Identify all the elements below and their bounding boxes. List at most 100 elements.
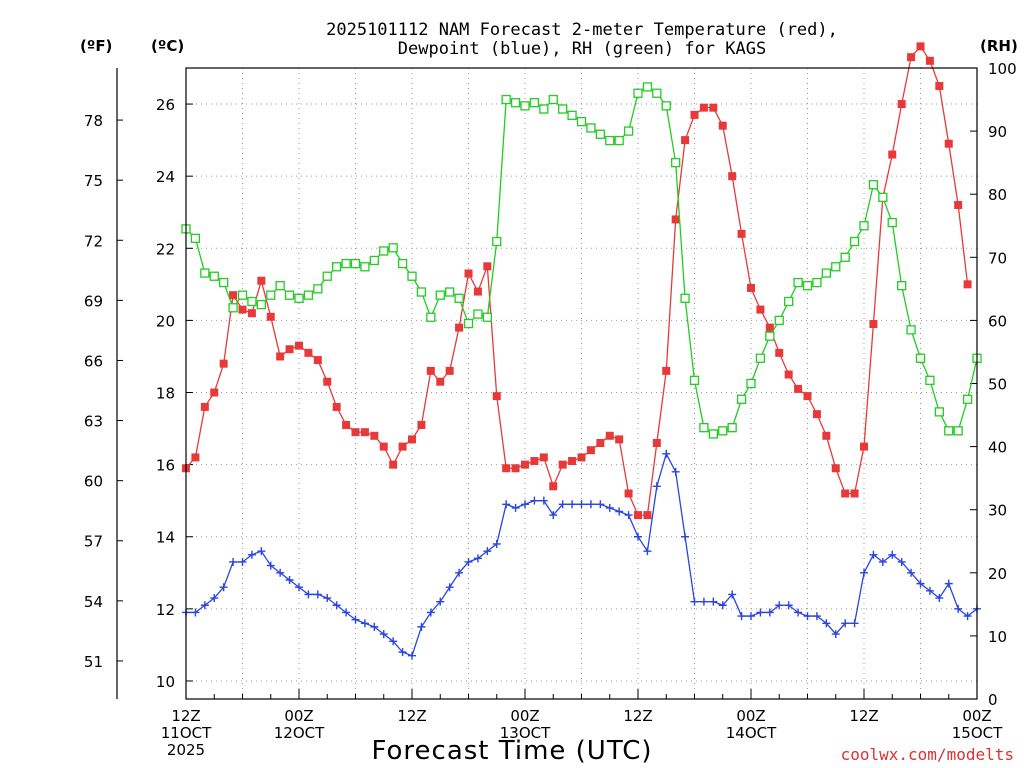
- rh-tick-label: 10: [988, 628, 1007, 646]
- dewpoint-point: [389, 637, 398, 646]
- rh-point: [784, 296, 794, 307]
- temperature-point: [794, 384, 803, 393]
- temperature-point: [492, 392, 501, 401]
- rh-point: [925, 375, 935, 385]
- dewpoint-point: [944, 579, 953, 588]
- rh-point: [576, 116, 587, 127]
- rh-unit-label: (RH): [980, 37, 1018, 55]
- celsius-unit-label: (ºC): [151, 37, 184, 55]
- rh-point: [463, 318, 474, 329]
- rh-tick-label: 50: [988, 376, 1007, 394]
- temperature-point: [379, 442, 388, 451]
- chart-title-line1: 2025101112 NAM Forecast 2-meter Temperat…: [326, 20, 838, 40]
- temperature-point: [860, 442, 868, 451]
- temperature-point: [841, 489, 850, 498]
- temperature-point: [916, 42, 925, 51]
- rh-point: [426, 312, 436, 322]
- dewpoint-point: [549, 511, 558, 520]
- rh-point: [887, 217, 897, 228]
- dewpoint-point: [483, 547, 492, 556]
- dewpoint-point: [247, 550, 256, 559]
- temperature-point: [888, 150, 897, 159]
- dewpoint-point: [963, 612, 972, 621]
- dewpoint-point: [342, 608, 351, 617]
- rh-point: [897, 281, 907, 291]
- temperature-point: [360, 428, 369, 437]
- dewpoint-point: [775, 601, 784, 610]
- dewpoint-point: [671, 467, 680, 476]
- rh-tick-label: 60: [988, 312, 1007, 330]
- dewpoint-point: [634, 532, 642, 541]
- dewpoint-point: [266, 561, 275, 570]
- rh-point: [548, 94, 558, 105]
- dewpoint-point: [822, 619, 831, 628]
- temperature-point: [247, 309, 256, 318]
- temperature-point: [332, 402, 341, 411]
- dewpoint-point: [728, 590, 737, 599]
- rh-point: [642, 82, 653, 92]
- temperature-point: [455, 323, 464, 332]
- dewpoint-point: [888, 550, 897, 559]
- dewpoint-point: [257, 547, 266, 556]
- temperature-point: [521, 460, 529, 469]
- temperature-point: [907, 53, 916, 62]
- dewpoint-point: [455, 568, 464, 577]
- temperature-point: [210, 388, 219, 397]
- rh-point: [341, 258, 351, 269]
- temperature-point: [351, 428, 360, 437]
- temperature-point: [229, 291, 238, 300]
- rh-point: [313, 284, 323, 294]
- x-tick-label: 12Z: [171, 707, 200, 725]
- fahrenheit-tick-label: 54: [84, 593, 103, 611]
- dewpoint-point: [935, 594, 944, 603]
- dewpoint-point: [511, 503, 520, 512]
- dewpoint-point: [718, 601, 727, 610]
- rh-point: [962, 394, 973, 404]
- x-tick-label: 14OCT: [726, 724, 777, 742]
- celsius-tick-label: 18: [156, 385, 175, 403]
- rh-point: [727, 423, 737, 433]
- temperature-point: [935, 82, 944, 91]
- rh-point: [454, 293, 464, 303]
- celsius-tick-label: 24: [156, 168, 175, 186]
- temperature-point: [200, 402, 209, 411]
- temperature-point: [728, 172, 737, 181]
- dewpoint-point: [615, 507, 624, 516]
- temperature-point: [624, 489, 633, 498]
- dewpoint-point: [530, 496, 539, 505]
- dewpoint-point: [954, 604, 963, 613]
- dewpoint-point: [445, 583, 454, 592]
- grid-lines: [186, 68, 977, 699]
- dewpoint-point: [295, 583, 303, 592]
- dewpoint-point: [398, 648, 407, 657]
- dewpoint-point: [756, 608, 765, 617]
- rh-point: [228, 303, 238, 313]
- rh-tick-label: 40: [988, 439, 1007, 457]
- temperature-point: [238, 305, 247, 314]
- dewpoint-point: [699, 597, 708, 606]
- x-tick-label: 13OCT: [500, 724, 551, 742]
- rh-point: [680, 293, 690, 303]
- fahrenheit-tick-label: 60: [84, 473, 103, 491]
- rh-point: [510, 98, 521, 108]
- rh-point: [266, 290, 276, 300]
- dewpoint-point: [229, 557, 238, 566]
- temperature-point: [850, 489, 859, 498]
- temperature-point: [709, 103, 718, 112]
- dewpoint-point: [351, 615, 360, 624]
- rh-point: [906, 325, 916, 335]
- series-line: [186, 452, 978, 657]
- rh-point: [699, 423, 709, 433]
- temperature-point: [370, 431, 379, 440]
- celsius-tick-label: 22: [156, 240, 175, 258]
- rh-point: [332, 262, 342, 272]
- dewpoint-point: [643, 547, 652, 556]
- dewpoint-point: [210, 594, 219, 603]
- rh-tick-label: 30: [988, 502, 1007, 520]
- temperature-point: [313, 356, 322, 365]
- fahrenheit-tick-label: 66: [84, 352, 103, 370]
- rh-point: [605, 135, 615, 146]
- dewpoint-point: [285, 576, 294, 585]
- fahrenheit-tick-label: 57: [84, 533, 103, 551]
